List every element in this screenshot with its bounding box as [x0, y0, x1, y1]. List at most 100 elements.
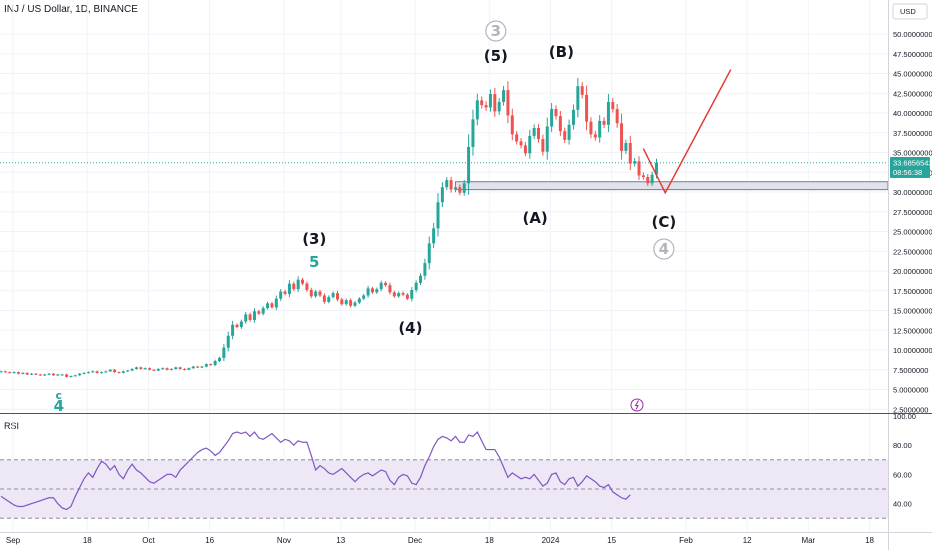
candle-body — [165, 368, 169, 370]
y-tick-label: 7.5000000 — [893, 366, 928, 375]
candle-body — [453, 187, 457, 190]
candle-body — [287, 283, 291, 294]
candle-body — [178, 367, 182, 369]
candle-body — [130, 368, 134, 371]
candle-body — [169, 368, 173, 370]
wave-label: (C) — [652, 213, 677, 231]
candle-body — [370, 288, 374, 293]
candle-body — [134, 367, 138, 369]
candle-body — [602, 120, 606, 125]
candle-body — [655, 162, 658, 175]
candle-body — [270, 303, 274, 308]
y-tick-label: 30.0000000 — [893, 188, 932, 197]
price-badge-countdown: 08:56:38 — [893, 168, 922, 177]
candle-body — [432, 228, 436, 244]
candle-body — [488, 94, 492, 108]
candle-body — [331, 293, 335, 298]
candle-body — [523, 145, 527, 154]
candle-body — [95, 371, 99, 373]
candle-body — [191, 366, 195, 369]
x-tick-label: Sep — [6, 536, 21, 545]
candle-body — [226, 335, 230, 348]
candle-body — [576, 86, 580, 110]
x-tick-label: Nov — [277, 536, 291, 545]
candle-body — [401, 293, 405, 295]
candle-body — [222, 347, 226, 358]
candle-body — [126, 370, 130, 372]
candle-body — [305, 283, 309, 290]
rsi-pane — [0, 431, 888, 519]
candle-body — [78, 373, 82, 376]
y-tick-label: 20.0000000 — [893, 267, 932, 276]
candle-body — [467, 146, 471, 184]
y-tick-label: 27.5000000 — [893, 208, 932, 217]
candle-body — [410, 289, 414, 299]
candle-body — [252, 311, 256, 320]
candle-body — [567, 124, 571, 140]
candle-body — [314, 291, 318, 297]
support-zone — [454, 181, 889, 191]
candle-body — [51, 373, 55, 376]
candle-body — [113, 369, 117, 373]
candle-body — [292, 283, 296, 290]
candle-body — [379, 282, 383, 290]
rsi-line — [0, 431, 631, 511]
candle-body — [239, 321, 243, 328]
candle-body — [56, 374, 60, 376]
candle-body — [550, 109, 554, 127]
candle-body — [606, 101, 610, 125]
y-tick-label: 25.0000000 — [893, 228, 932, 237]
candle-body — [458, 187, 462, 193]
candle-body — [213, 361, 217, 366]
candle-body — [283, 291, 287, 294]
candle-body — [301, 279, 305, 284]
candle-body — [91, 371, 95, 373]
candle-body — [196, 366, 200, 368]
wave-label: 3 — [491, 22, 501, 40]
candle-body — [344, 300, 348, 305]
wave-label: (5) — [484, 47, 508, 65]
candle-body — [506, 90, 510, 116]
support-zone-rect — [454, 181, 889, 191]
candle-body — [43, 374, 47, 376]
currency-box[interactable] — [892, 3, 928, 20]
candle-body — [571, 109, 575, 125]
y-tick-label: 45.0000000 — [893, 70, 932, 79]
wave-label: (4) — [398, 319, 422, 337]
candle-body — [598, 120, 602, 138]
y-tick-label: 17.5000000 — [893, 287, 932, 296]
candle-body — [615, 109, 619, 124]
candle-body — [563, 131, 567, 140]
candle-body — [21, 372, 25, 374]
candle-body — [349, 300, 353, 306]
candle-body — [248, 314, 252, 320]
candle-body — [200, 366, 204, 368]
candle-body — [218, 357, 221, 362]
candle-body — [235, 324, 239, 328]
candle-body — [392, 292, 396, 297]
candle-body — [257, 311, 261, 314]
candle-body — [414, 282, 418, 290]
y-tick-label: 40.0000000 — [893, 109, 932, 118]
candle-body — [480, 100, 484, 106]
candle-body — [357, 298, 361, 303]
candle-body — [335, 293, 339, 300]
candle-body — [47, 373, 51, 375]
candle-body — [611, 101, 615, 110]
candle-body — [641, 175, 645, 177]
candle-body — [296, 279, 300, 290]
candle-body — [279, 291, 283, 299]
candle-body — [419, 275, 423, 283]
candle-body — [0, 371, 3, 373]
candle-body — [327, 297, 331, 302]
wave-label: 5 — [309, 253, 319, 271]
candle-body — [274, 298, 278, 308]
candle-body — [493, 94, 497, 112]
candle-body — [143, 368, 147, 370]
candle-body — [121, 371, 125, 373]
x-tick-label: 18 — [865, 536, 874, 545]
candle-body — [554, 109, 558, 117]
candle-body — [362, 295, 366, 299]
